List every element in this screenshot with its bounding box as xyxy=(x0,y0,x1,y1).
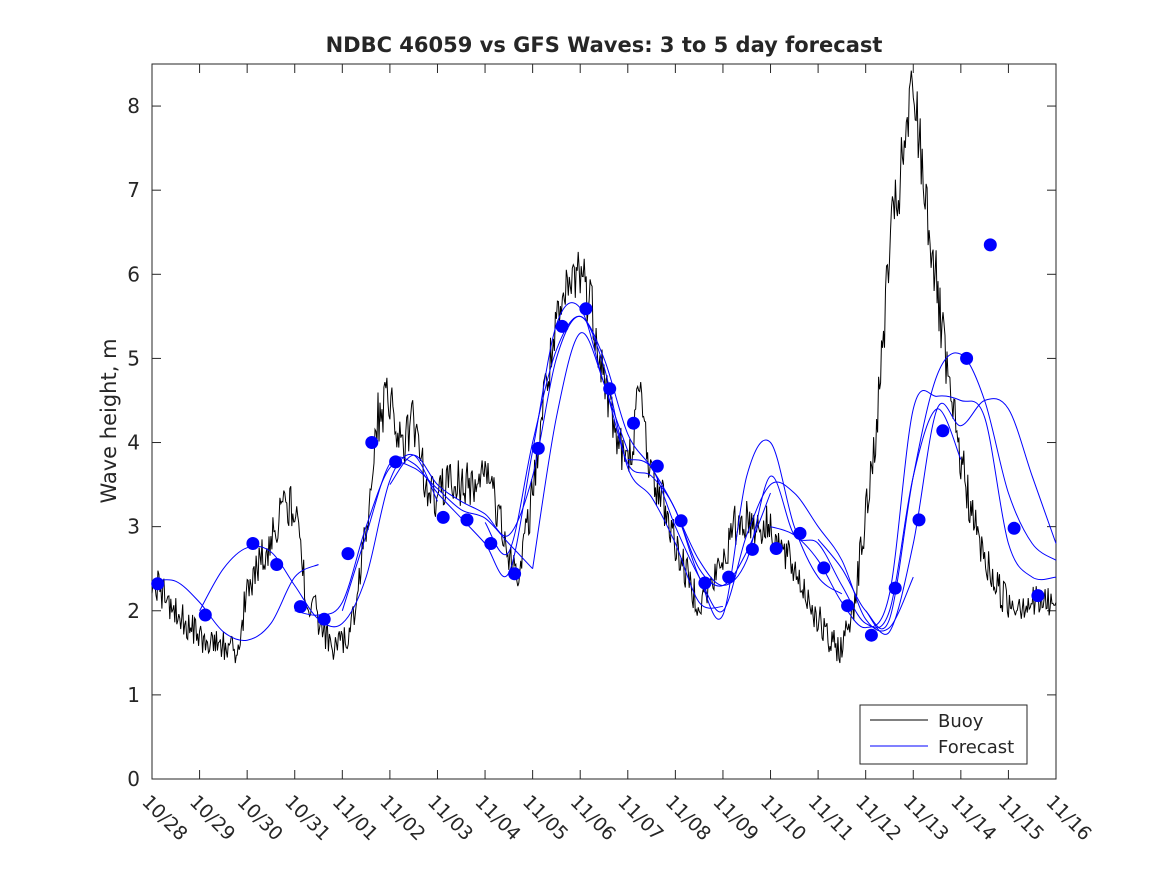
forecast-marker xyxy=(151,577,165,591)
legend: Buoy Forecast xyxy=(859,704,1028,765)
forecast-marker xyxy=(983,238,997,252)
forecast-marker xyxy=(460,513,474,527)
legend-forecast-label: Forecast xyxy=(938,737,1014,758)
forecast-marker xyxy=(769,542,783,555)
forecast-marker xyxy=(603,382,617,396)
forecast-marker xyxy=(817,561,831,575)
forecast-series-line xyxy=(151,564,319,641)
forecast-marker xyxy=(841,599,855,613)
legend-box xyxy=(859,704,1028,765)
forecast-marker xyxy=(1007,521,1021,535)
y-tick-label: 4 xyxy=(127,431,140,455)
forecast-marker xyxy=(793,526,807,540)
forecast-marker xyxy=(365,436,379,449)
forecast-marker xyxy=(484,537,498,550)
forecast-marker xyxy=(960,351,974,365)
forecast-marker xyxy=(317,612,331,626)
forecast-marker xyxy=(198,608,212,622)
y-axis-label: Wave height, m xyxy=(97,338,121,503)
forecast-series-line xyxy=(294,462,533,616)
forecast-marker xyxy=(531,441,545,455)
forecast-marker xyxy=(912,513,926,527)
forecast-marker xyxy=(674,514,688,528)
forecast-marker xyxy=(864,628,878,642)
forecast-series-line xyxy=(627,458,914,632)
forecast-marker xyxy=(627,416,640,430)
forecast-series-line xyxy=(865,398,1057,635)
y-tick-label: 0 xyxy=(127,767,140,791)
forecast-marker xyxy=(293,600,307,614)
axes-box xyxy=(151,63,1057,780)
forecast-marker xyxy=(650,459,664,473)
y-tick-label: 5 xyxy=(127,346,140,370)
forecast-marker xyxy=(436,510,450,524)
forecast-marker xyxy=(389,455,403,469)
forecast-marker xyxy=(888,581,902,595)
forecast-marker xyxy=(270,558,284,571)
forecast-marker xyxy=(936,424,950,438)
forecast-marker xyxy=(341,547,355,561)
y-tick-label: 7 xyxy=(127,178,140,202)
legend-buoy-label: Buoy xyxy=(938,711,984,732)
forecast-marker xyxy=(1031,589,1045,603)
forecast-marker xyxy=(579,302,593,316)
chart-title: NDBC 46059 vs GFS Waves: 3 to 5 day fore… xyxy=(326,33,883,57)
y-tick-label: 8 xyxy=(127,94,140,118)
forecast-marker xyxy=(698,576,712,590)
forecast-marker xyxy=(555,319,569,333)
buoy-series-line xyxy=(151,70,1057,664)
y-tick-label: 2 xyxy=(127,599,140,623)
forecast-series-line xyxy=(532,332,843,620)
forecast-marker xyxy=(722,570,736,584)
y-tick-label: 1 xyxy=(127,683,140,707)
forecast-marker xyxy=(745,542,759,556)
forecast-marker xyxy=(246,537,260,550)
y-tick-label: 6 xyxy=(127,262,140,286)
y-tick-label: 3 xyxy=(127,515,140,539)
forecast-series-line xyxy=(389,315,723,609)
forecast-series-line xyxy=(817,352,1057,630)
forecast-marker xyxy=(508,567,522,581)
